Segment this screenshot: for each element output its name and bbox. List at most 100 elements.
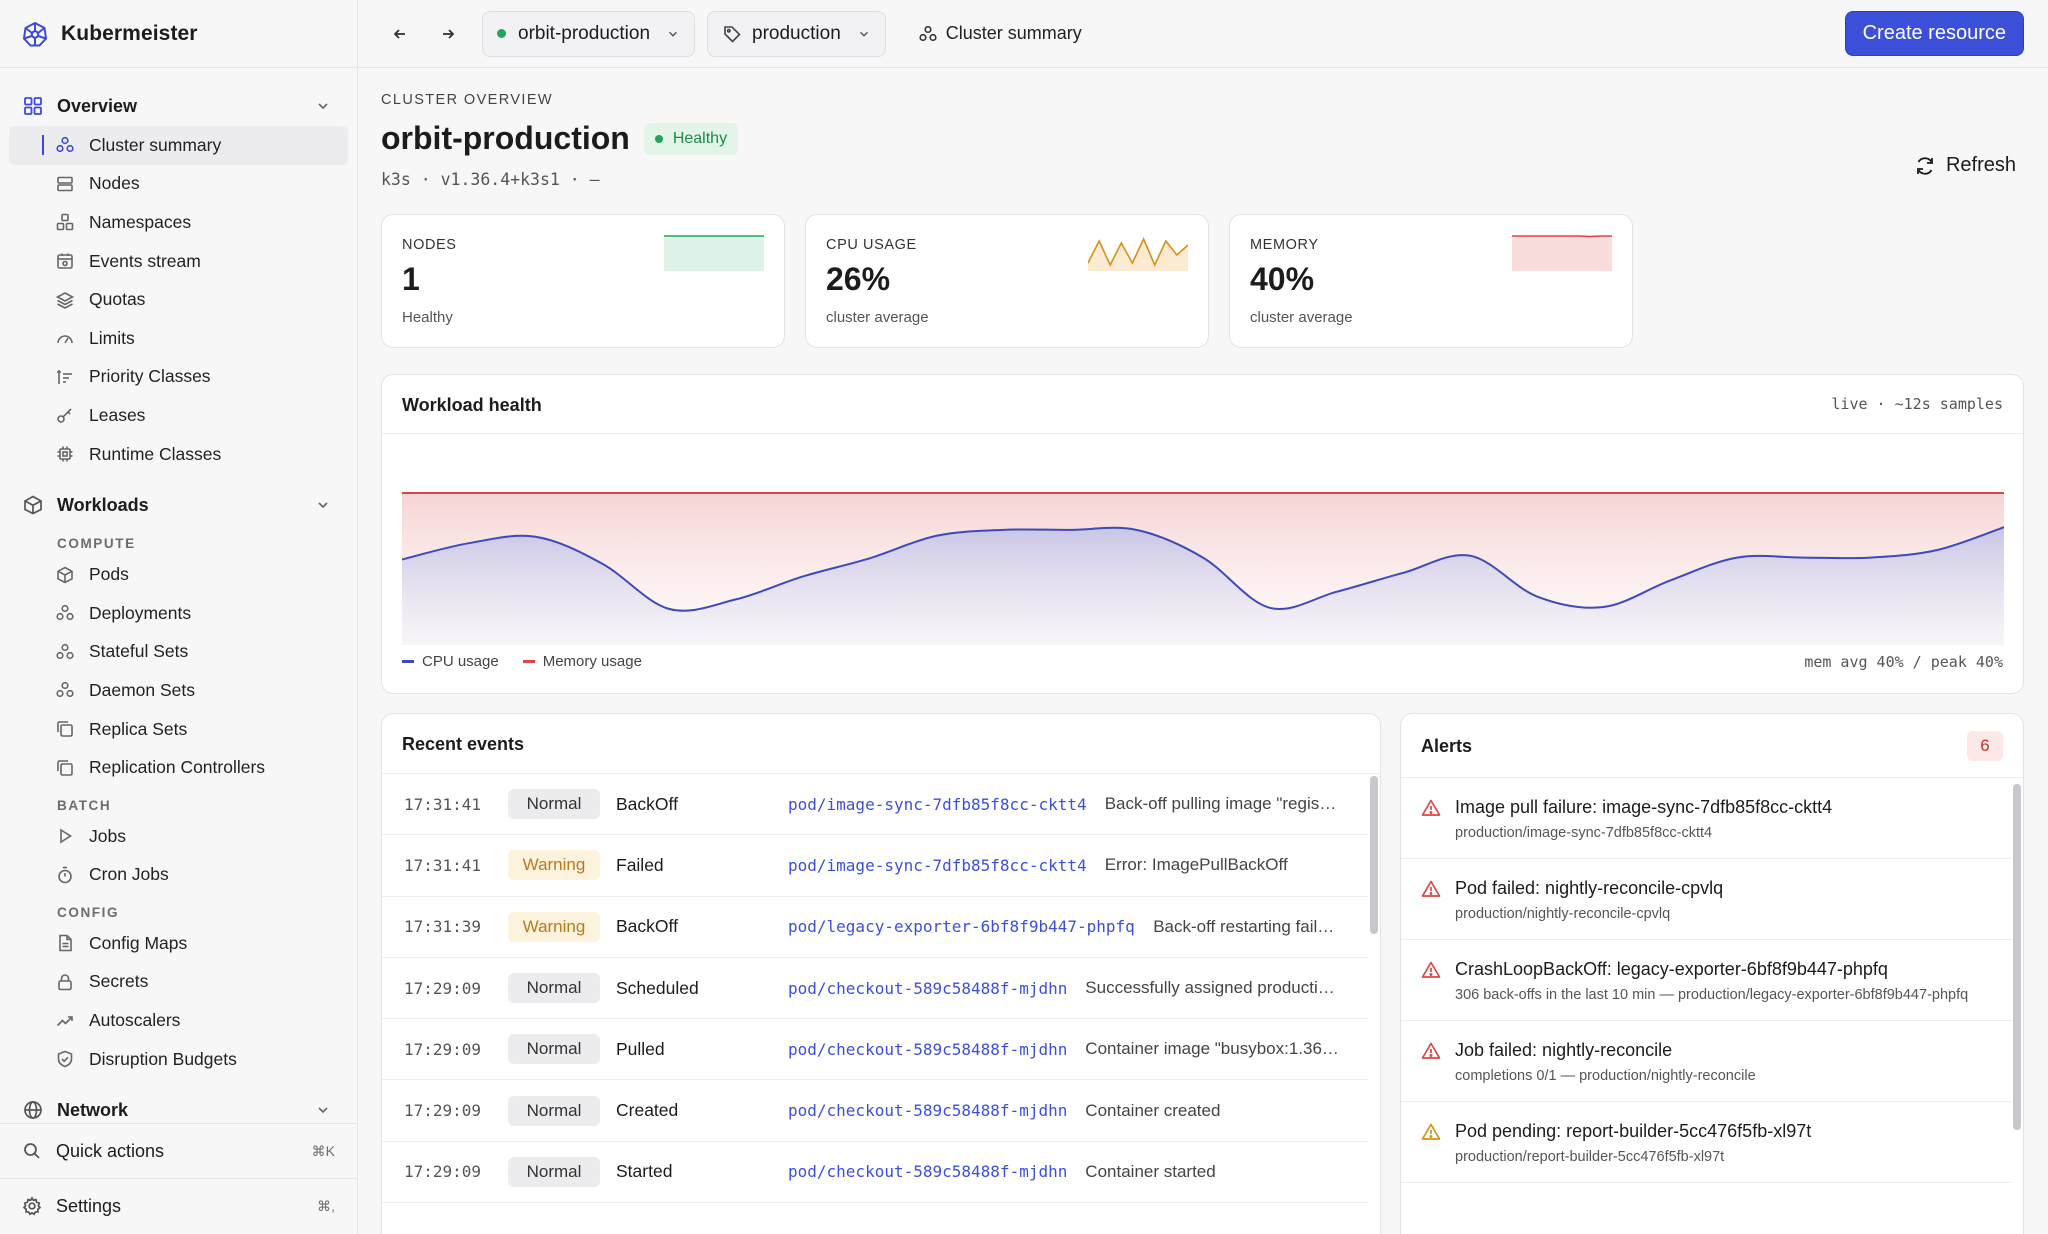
event-time: 17:31:41: [404, 855, 482, 875]
status-badge-label: Healthy: [672, 129, 728, 147]
sidebar-item-label: Deployments: [89, 602, 192, 623]
legend-swatch: [522, 660, 535, 663]
alert-title: CrashLoopBackOff: legacy-exporter-6bf8f9…: [1455, 959, 1888, 979]
sidebar-item-limits[interactable]: Limits: [9, 319, 348, 358]
events-scrollbar[interactable]: [1370, 774, 1378, 1234]
sidebar-item-config-maps[interactable]: Config Maps: [9, 924, 348, 963]
sidebar-item-cluster-summary[interactable]: Cluster summary: [9, 126, 348, 165]
memory-summary: mem avg 40% / peak 40%: [1804, 653, 2003, 671]
sidebar-item-stateful-sets[interactable]: Stateful Sets: [9, 633, 348, 672]
event-time: 17:31:39: [404, 917, 482, 937]
sidebar-item-quotas[interactable]: Quotas: [9, 280, 348, 319]
stat-value: 40%: [1250, 261, 1315, 297]
alert-item[interactable]: Pod failed: nightly-reconcile-cpvlq prod…: [1401, 859, 2011, 940]
quick-actions-button[interactable]: Quick actions ⌘K: [0, 1124, 357, 1178]
chip-icon: [57, 446, 73, 462]
event-object-link[interactable]: pod/checkout-589c58488f-mjdhn: [788, 978, 1068, 998]
sidebar-item-label: Autoscalers: [89, 1010, 181, 1031]
event-object-link[interactable]: pod/legacy-exporter-6bf8f9b447-phpfq: [788, 917, 1135, 937]
refresh-button[interactable]: Refresh: [1914, 154, 2016, 177]
alert-detail: completions 0/1 — production/nightly-rec…: [1455, 1068, 1756, 1084]
stat-value: 26%: [826, 261, 891, 297]
stat-card-memory[interactable]: MEMORY 40% cluster average: [1229, 214, 1633, 348]
nav-group-network[interactable]: Network: [0, 1090, 357, 1123]
status-badge: Healthy: [643, 122, 739, 155]
alert-item[interactable]: Image pull failure: image-sync-7dfb85f8c…: [1401, 778, 2011, 859]
tag-icon: [724, 25, 741, 43]
copy-icon: [57, 721, 73, 737]
event-type-badge: Warning: [508, 911, 600, 942]
alert-item[interactable]: CrashLoopBackOff: legacy-exporter-6bf8f9…: [1401, 940, 2011, 1021]
lock-icon: [58, 974, 72, 991]
forward-button[interactable]: [428, 14, 468, 54]
sidebar-item-priority-classes[interactable]: Priority Classes: [9, 358, 348, 397]
sidebar-item-nodes[interactable]: Nodes: [9, 165, 348, 204]
event-type-badge: Normal: [508, 1095, 600, 1126]
scrollbar-thumb[interactable]: [2013, 784, 2021, 1130]
stat-label: NODES: [402, 237, 457, 253]
event-row[interactable]: 17:31:41 Normal BackOff pod/image-sync-7…: [382, 774, 1368, 836]
sidebar-item-leases[interactable]: Leases: [9, 396, 348, 435]
event-object-link[interactable]: pod/checkout-589c58488f-mjdhn: [788, 1101, 1068, 1121]
event-type-badge: Normal: [508, 789, 600, 820]
sidebar-item-pods[interactable]: Pods: [9, 555, 348, 594]
page-title: orbit-production: [381, 120, 630, 156]
sidebar-item-replica-sets[interactable]: Replica Sets: [9, 710, 348, 749]
event-row[interactable]: 17:31:39 Warning BackOff pod/legacy-expo…: [382, 897, 1368, 958]
create-resource-button[interactable]: Create resource: [1844, 11, 2024, 56]
alert-detail: production/image-sync-7dfb85f8cc-cktt4: [1455, 825, 1713, 841]
alert-item[interactable]: Job failed: nightly-reconcile completion…: [1401, 1021, 2011, 1102]
cluster-select[interactable]: orbit-production: [482, 10, 696, 57]
back-button[interactable]: [380, 14, 420, 54]
sidebar-item-label: Disruption Budgets: [89, 1048, 237, 1069]
event-object-link[interactable]: pod/checkout-589c58488f-mjdhn: [788, 1039, 1068, 1059]
sidebar-item-label: Namespaces: [89, 211, 192, 232]
sidebar-item-events-stream[interactable]: Events stream: [9, 242, 348, 281]
sidebar-item-cron-jobs[interactable]: Cron Jobs: [9, 856, 348, 895]
alerts-scrollbar[interactable]: [2013, 778, 2021, 1234]
sidebar-item-disruption-budgets[interactable]: Disruption Budgets: [9, 1040, 348, 1079]
main-content: CLUSTER OVERVIEW orbit-production Health…: [358, 68, 2048, 1234]
stat-card-nodes[interactable]: NODES 1 Healthy: [381, 214, 785, 348]
sidebar-item-label: Cluster summary: [89, 134, 222, 155]
sparkline: [1088, 237, 1188, 271]
shield-icon: [57, 1050, 73, 1068]
sidebar-item-deployments[interactable]: Deployments: [9, 594, 348, 633]
sidebar-item-replication-controllers[interactable]: Replication Controllers: [9, 748, 348, 787]
event-object-link[interactable]: pod/checkout-589c58488f-mjdhn: [788, 1162, 1068, 1182]
namespace-select[interactable]: production: [707, 10, 886, 57]
alert-item[interactable]: Pod pending: report-builder-5cc476f5fb-x…: [1401, 1102, 2011, 1183]
nav-group-workloads[interactable]: Workloads: [0, 485, 357, 525]
scrollbar-thumb[interactable]: [1370, 776, 1378, 934]
sidebar-item-runtime-classes[interactable]: Runtime Classes: [9, 435, 348, 474]
brand[interactable]: Kubermeister: [0, 0, 357, 68]
stat-card-cpu-usage[interactable]: CPU USAGE 26% cluster average: [805, 214, 1209, 348]
nav-group-overview[interactable]: Overview: [0, 86, 357, 126]
event-object-link[interactable]: pod/image-sync-7dfb85f8cc-cktt4: [788, 855, 1087, 875]
event-row[interactable]: 17:31:41 Warning Failed pod/image-sync-7…: [382, 835, 1368, 897]
legend-label: Memory usage: [542, 653, 642, 670]
settings-button[interactable]: Settings ⌘,: [0, 1179, 357, 1233]
alert-title: Job failed: nightly-reconcile: [1455, 1040, 1673, 1060]
event-object-link[interactable]: pod/image-sync-7dfb85f8cc-cktt4: [788, 794, 1087, 814]
sidebar-item-autoscalers[interactable]: Autoscalers: [9, 1001, 348, 1040]
event-reason: BackOff: [616, 793, 678, 814]
sidebar-item-daemon-sets[interactable]: Daemon Sets: [9, 671, 348, 710]
legend-item-memory[interactable]: Memory usage: [522, 653, 642, 670]
error-triangle-icon: [1421, 961, 1441, 978]
sidebar-item-label: Events stream: [89, 250, 201, 271]
page-overline: CLUSTER OVERVIEW: [381, 92, 553, 108]
event-row[interactable]: 17:29:09 Normal Pulled pod/checkout-589c…: [382, 1019, 1368, 1081]
sidebar-item-jobs[interactable]: Jobs: [9, 817, 348, 856]
event-row[interactable]: 17:29:09 Normal Started pod/checkout-589…: [382, 1142, 1368, 1204]
sidebar-item-label: Config Maps: [89, 932, 188, 953]
sidebar-item-label: Replication Controllers: [89, 757, 266, 778]
stat-subtitle: cluster average: [826, 309, 929, 326]
event-row[interactable]: 17:29:09 Normal Created pod/checkout-589…: [382, 1080, 1368, 1142]
event-row[interactable]: 17:29:09 Normal Scheduled pod/checkout-5…: [382, 958, 1368, 1020]
sidebar-item-secrets[interactable]: Secrets: [9, 963, 348, 1002]
event-type-badge: Normal: [508, 1034, 600, 1065]
event-message: Container created: [1085, 1100, 1221, 1120]
sidebar-item-namespaces[interactable]: Namespaces: [9, 203, 348, 242]
legend-item-cpu[interactable]: CPU usage: [402, 653, 499, 670]
